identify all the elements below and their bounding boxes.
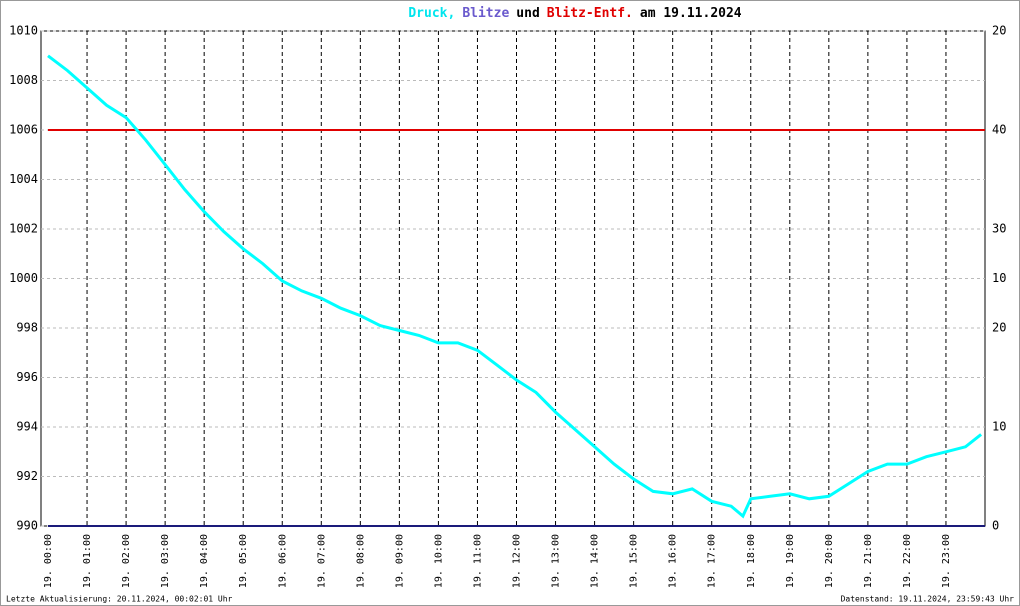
x-tick-label: 19. 23:00 — [941, 534, 952, 588]
x-tick-label: 19. 02:00 — [121, 534, 132, 588]
x-tick-label: 19. 13:00 — [551, 534, 562, 588]
y-tick-label: 1010 — [9, 24, 38, 38]
y3-tick-label: 0 — [992, 519, 999, 533]
x-tick-label: 19. 14:00 — [590, 534, 601, 588]
y3-tick-label: 20 — [992, 24, 1006, 38]
series-line — [47, 54, 983, 519]
title-part: Blitze — [462, 6, 509, 21]
x-tick-label: 19. 03:00 — [160, 534, 171, 588]
x-tick-label: 19. 07:00 — [316, 534, 327, 588]
x-tick-label: 19. 20:00 — [824, 534, 835, 588]
y-tick-label: 990 — [16, 519, 38, 533]
x-tick-label: 19. 22:00 — [902, 534, 913, 588]
x-tick-label: 19. 01:00 — [82, 534, 93, 588]
y-tick-label: 992 — [16, 469, 38, 483]
x-tick-label: 19. 06:00 — [277, 534, 288, 588]
y3-tick-label: 10 — [992, 271, 1006, 285]
x-tick-label: 19. 16:00 — [668, 534, 679, 588]
y-tick-label: 1006 — [9, 123, 38, 137]
y2-tick-label: 30 — [992, 222, 1006, 236]
x-tick-label: 19. 21:00 — [863, 534, 874, 588]
x-tick-label: 19. 05:00 — [238, 534, 249, 588]
x-tick-label: 19. 19:00 — [785, 534, 796, 588]
y-tick-label: 1002 — [9, 222, 38, 236]
x-tick-label: 19. 12:00 — [512, 534, 523, 588]
x-tick-label: 19. 00:00 — [43, 534, 54, 588]
x-tick-label: 19. 11:00 — [472, 534, 483, 588]
x-tick-label: 19. 18:00 — [746, 534, 757, 588]
x-tick-label: 19. 10:00 — [433, 534, 444, 588]
x-tick-label: 19. 15:00 — [629, 534, 640, 588]
y-tick-label: 1008 — [9, 73, 38, 87]
title-part: Druck, — [408, 6, 455, 21]
title-part: und — [516, 6, 539, 21]
y-tick-label: 1000 — [9, 271, 38, 285]
title-part: am 19.11.2024 — [640, 6, 742, 21]
y-tick-label: 996 — [16, 370, 38, 384]
y2-tick-label: 40 — [992, 123, 1006, 137]
chart-title: Druck, Blitze und Blitz-Entf. am 19.11.2024 — [408, 6, 741, 21]
title-part: Blitz-Entf. — [547, 6, 633, 21]
footer-right: Datenstand: 19.11.2024, 23:59:43 Uhr — [841, 595, 1015, 604]
x-tick-label: 19. 04:00 — [199, 534, 210, 588]
y2-tick-label: 10 — [992, 420, 1006, 434]
footer-left: Letzte Aktualisierung: 20.11.2024, 00:02… — [6, 595, 233, 604]
x-tick-label: 19. 08:00 — [355, 534, 366, 588]
y2-tick-label: 20 — [992, 321, 1006, 335]
y-tick-label: 994 — [16, 420, 38, 434]
x-tick-label: 19. 17:00 — [707, 534, 718, 588]
x-tick-label: 19. 09:00 — [394, 534, 405, 588]
y-tick-label: 998 — [16, 321, 38, 335]
y-tick-label: 1004 — [9, 172, 38, 186]
